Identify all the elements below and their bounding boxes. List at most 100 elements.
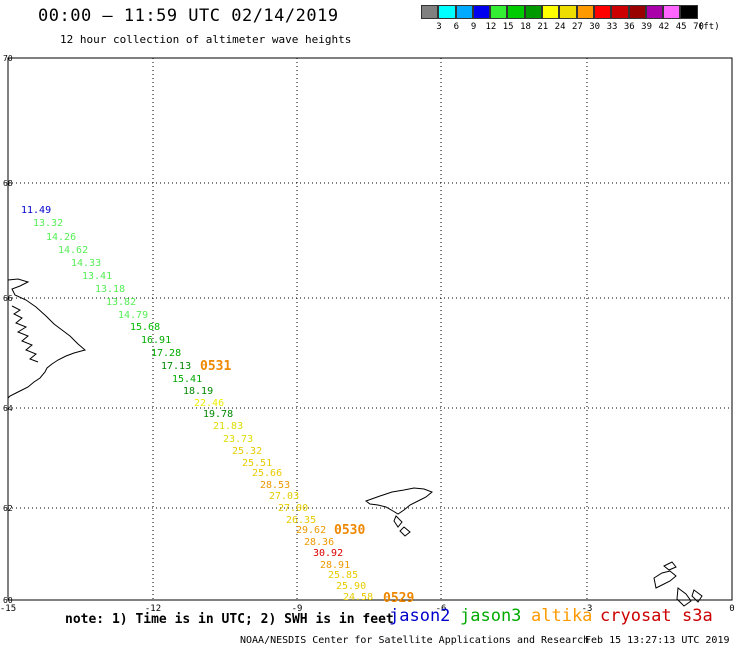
legend-label-36: 36 — [623, 22, 635, 32]
wave-height-value: 18.19 — [183, 386, 213, 397]
wave-height-value: 27.00 — [278, 503, 308, 514]
legend-label-39: 39 — [641, 22, 653, 32]
axis-labels: 70 68 66 64 62 60-15 -12 -9 -6 -3 0 — [0, 54, 735, 614]
iceland-fjords — [11, 305, 39, 363]
wave-height-value: 27.03 — [269, 491, 299, 502]
lat-label: 60 — [3, 596, 13, 605]
wave-height-value: 13.32 — [33, 218, 63, 229]
wave-height-value: 19.78 — [203, 409, 233, 420]
map-title: 00:00 – 11:59 UTC 02/14/2019 — [38, 6, 339, 26]
wave-height-value: 14.62 — [58, 245, 88, 256]
legend-swatch-33 — [593, 5, 612, 19]
color-scale-labels: 3 6 9 12 15 18 21 24 27 30 33 36 39 42 45 70 (ft) — [421, 22, 740, 34]
wave-height-value: 30.92 — [313, 548, 343, 559]
legend-swatch-24 — [542, 5, 560, 19]
pass-time-label: 0529 — [383, 591, 414, 606]
legend-label-33: 33 — [606, 22, 618, 32]
lat-label: 66 — [3, 294, 13, 303]
wave-height-value: 17.13 — [161, 361, 191, 372]
color-scale-legend — [421, 5, 698, 19]
legend-label-21: 21 — [537, 22, 549, 32]
wave-height-value: 17.28 — [151, 348, 181, 359]
wave-height-value: 28.53 — [260, 480, 290, 491]
satellite-jason2-label: jason2 — [389, 606, 451, 626]
shetland-islands — [653, 561, 703, 607]
lat-label: 64 — [3, 404, 13, 413]
generated-timestamp: Feb 15 13:27:13 UTC 2019 — [585, 635, 730, 646]
legend-swatch-3 — [421, 5, 439, 19]
satellite-altika-label: altika — [531, 606, 593, 626]
legend-label-3: 3 — [436, 22, 442, 32]
lat-label: 68 — [3, 179, 13, 188]
legend-label-70: 70 — [693, 22, 704, 32]
wave-height-value: 13.41 — [82, 271, 112, 282]
pass-time-label: 0531 — [200, 359, 231, 374]
legend-swatch-30 — [576, 5, 594, 19]
legend-label-12: 12 — [485, 22, 497, 32]
coastlines — [7, 278, 703, 607]
legend-label-18: 18 — [520, 22, 531, 32]
lon-label: -12 — [145, 604, 161, 614]
wave-height-value: 15.41 — [172, 374, 202, 385]
map-subtitle: 12 hour collection of altimeter wave hei… — [60, 33, 352, 46]
wave-height-value: 28.91 — [320, 560, 350, 571]
lon-label: -3 — [582, 604, 593, 614]
legend-swatch-27 — [559, 5, 577, 19]
wave-height-value: 22.46 — [194, 398, 224, 409]
lon-label: 0 — [729, 604, 734, 614]
wave-height-value: 26.35 — [286, 515, 316, 526]
legend-label-24: 24 — [554, 22, 566, 32]
lon-label: -15 — [0, 604, 16, 614]
wave-height-value: 25.51 — [242, 458, 272, 469]
legend-swatch-70 — [680, 5, 698, 19]
wave-height-value: 25.32 — [232, 446, 262, 457]
legend-swatch-39 — [628, 5, 646, 19]
legend-swatch-6 — [438, 5, 456, 19]
lat-label: 70 — [3, 54, 13, 63]
legend-label-15: 15 — [502, 22, 514, 32]
legend-label-27: 27 — [571, 22, 583, 32]
wave-height-value: 29.62 — [296, 525, 326, 536]
wave-height-track: 11.49 13.32 14.26 14.62 14.33 13.41 13.18 13.82… — [21, 205, 373, 603]
wave-height-value: 21.83 — [213, 421, 243, 432]
legend-swatch-9 — [455, 5, 473, 19]
lon-label: -9 — [292, 604, 303, 614]
satellite-jason3-label: jason3 — [460, 606, 522, 626]
wave-height-value: 15.68 — [130, 322, 160, 333]
legend-swatch-15 — [490, 5, 508, 19]
satellite-cryosat-label: cryosat — [600, 606, 672, 626]
wave-height-value: 14.26 — [46, 232, 76, 243]
lon-label: -6 — [436, 604, 447, 614]
legend-swatch-18 — [507, 5, 525, 19]
legend-swatch-36 — [611, 5, 629, 19]
wave-height-value: 25.66 — [252, 468, 282, 479]
footer-note: note: 1) Time is in UTC; 2) SWH is in fe… — [65, 612, 394, 627]
legend-unit: (ft) — [697, 22, 720, 32]
lat-label: 62 — [3, 504, 13, 513]
wave-height-value: 28.36 — [304, 537, 334, 548]
wave-height-value: 16.91 — [141, 335, 171, 346]
wave-height-value: 25.90 — [336, 581, 366, 592]
legend-label-42: 42 — [658, 22, 670, 32]
wave-height-value: 11.49 — [21, 205, 51, 216]
wave-height-value: 23.73 — [223, 434, 253, 445]
legend-swatch-21 — [524, 5, 543, 19]
legend-swatch-42 — [645, 5, 664, 19]
wave-height-value: 14.33 — [71, 258, 101, 269]
pass-time-label: 0530 — [334, 523, 365, 538]
wave-height-value: 13.82 — [106, 297, 136, 308]
legend-swatch-12 — [472, 5, 491, 19]
legend-label-30: 30 — [589, 22, 601, 32]
legend-swatch-45 — [663, 5, 681, 19]
legend-label-9: 9 — [470, 22, 477, 32]
map-frame — [7, 57, 733, 601]
wave-height-value: 14.79 — [118, 310, 148, 321]
wave-height-value: 25.85 — [328, 570, 358, 581]
credit-text: NOAA/NESDIS Center for Satellite Applica… — [240, 635, 590, 646]
legend-label-45: 45 — [675, 22, 687, 32]
satellite-s3a-label: s3a — [682, 606, 713, 626]
wave-height-value: 24.58 — [343, 592, 373, 603]
faroe-islands — [364, 487, 433, 537]
legend-label-6: 6 — [453, 22, 459, 32]
